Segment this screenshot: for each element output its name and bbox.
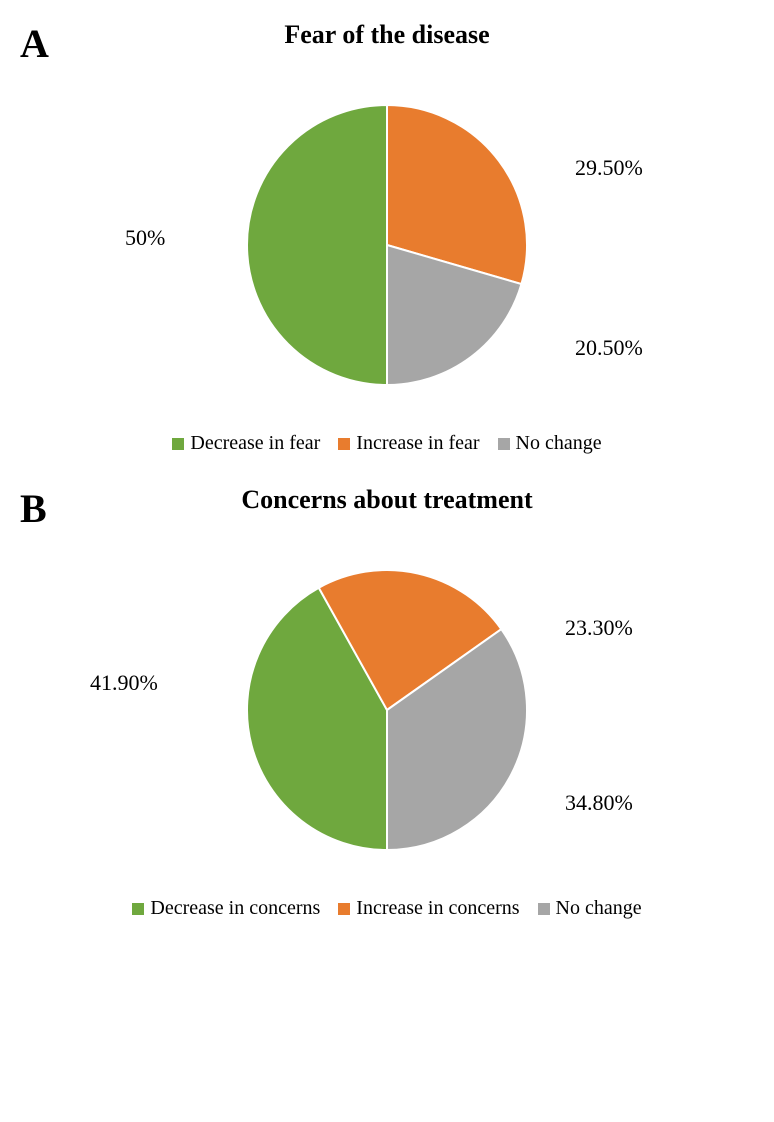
panel-b-title: Concerns about treatment (20, 485, 754, 515)
square-icon (172, 438, 184, 450)
panel-a-slice-label-1: 29.50% (575, 155, 643, 181)
legend-text: Decrease in fear (190, 432, 320, 455)
panel-a-legend-item-0: Decrease in fear (172, 432, 320, 455)
square-icon (338, 903, 350, 915)
panel-a-pie-region: 50% 29.50% 20.50% (20, 70, 754, 420)
panel-b-slice-label-0: 41.90% (90, 670, 158, 696)
square-icon (338, 438, 350, 450)
panel-b-legend: Decrease in concerns Increase in concern… (20, 897, 754, 920)
panel-a-legend-item-2: No change (498, 432, 602, 455)
panel-a-slice-label-0: 50% (125, 225, 165, 251)
panel-a-slice-label-2: 20.50% (575, 335, 643, 361)
square-icon (132, 903, 144, 915)
panel-b-pie-region: 41.90% 23.30% 34.80% (20, 535, 754, 885)
panel-a: A Fear of the disease 50% 29.50% 20.50% … (20, 20, 754, 455)
panel-b-slice-label-1: 23.30% (565, 615, 633, 641)
square-icon (498, 438, 510, 450)
legend-text: No change (516, 432, 602, 455)
panel-a-legend: Decrease in fear Increase in fear No cha… (20, 432, 754, 455)
legend-text: No change (556, 897, 642, 920)
panel-a-label: A (20, 20, 49, 67)
panel-a-pie (247, 105, 527, 385)
panel-b: B Concerns about treatment 41.90% 23.30%… (20, 485, 754, 920)
legend-text: Increase in concerns (356, 897, 519, 920)
legend-text: Decrease in concerns (150, 897, 320, 920)
panel-b-legend-item-2: No change (538, 897, 642, 920)
panel-b-legend-item-1: Increase in concerns (338, 897, 519, 920)
legend-text: Increase in fear (356, 432, 479, 455)
panel-b-slice-label-2: 34.80% (565, 790, 633, 816)
square-icon (538, 903, 550, 915)
panel-a-legend-item-1: Increase in fear (338, 432, 479, 455)
panel-a-title: Fear of the disease (20, 20, 754, 50)
panel-b-label: B (20, 485, 47, 532)
panel-b-pie (247, 570, 527, 850)
panel-b-legend-item-0: Decrease in concerns (132, 897, 320, 920)
